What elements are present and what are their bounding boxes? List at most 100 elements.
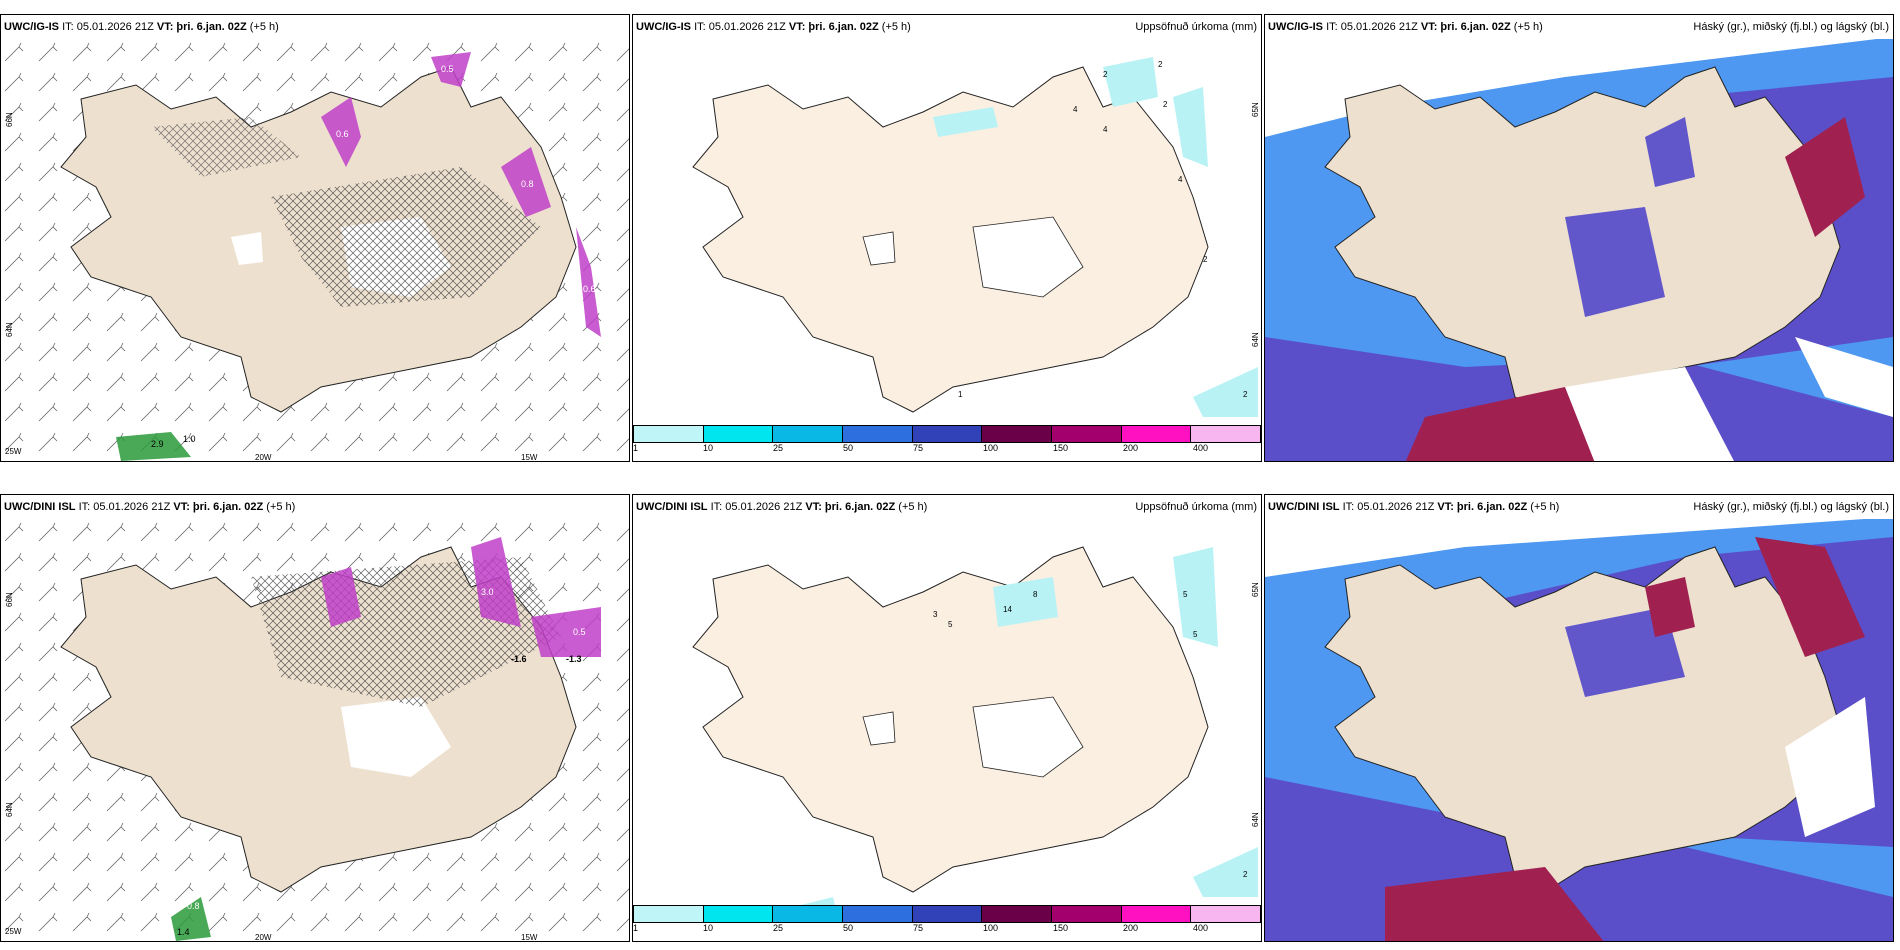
lat-label: 65N	[1251, 582, 1260, 597]
field-title: Uppsöfnuð úrkoma (mm)	[1135, 501, 1257, 513]
colorbar-label: 1	[633, 443, 639, 453]
lead-time: (+5 h)	[1530, 501, 1560, 513]
precip-colorbar: 1 10 25 50 75 100 150 200 400	[633, 905, 1261, 933]
precip-map: 2 2 2 4 4 4 2 2 1 65N 64N	[633, 37, 1261, 461]
valid-time-label: VT:	[173, 501, 190, 513]
valid-time-label: VT:	[805, 501, 822, 513]
colorbar-segment	[1052, 906, 1122, 922]
lon-label: 25W	[5, 927, 22, 936]
valid-time-label: VT:	[1437, 501, 1454, 513]
colorbar-label: 50	[843, 443, 854, 453]
lon-label: 20W	[255, 453, 272, 462]
colorbar-label: 10	[703, 443, 714, 453]
map-value: 2	[1103, 70, 1108, 79]
precip-colorbar: 1 10 25 50 75 100 150 200 400	[633, 425, 1261, 453]
colorbar-label: 200	[1123, 443, 1139, 453]
panel-header: UWC/DINI ISL IT: 05.01.2026 21Z VT: þri.…	[633, 495, 1261, 519]
map-value: 2.9	[151, 439, 164, 449]
iceland-land	[692, 546, 1209, 893]
valid-time: þri. 6.jan. 02Z	[808, 21, 879, 33]
colorbar-segment	[634, 426, 704, 442]
colorbar-segment	[773, 906, 844, 922]
map-value: 0.8	[521, 179, 534, 189]
init-time: IT: 05.01.2026 21Z	[78, 501, 171, 513]
map-value: 2	[1163, 100, 1168, 109]
colorbar-segment	[773, 426, 844, 442]
map-value: 4	[1073, 105, 1078, 114]
top-precip-panel: UWC/IG-IS IT: 05.01.2026 21Z VT: þri. 6.…	[632, 14, 1262, 462]
field-title: Háský (gr.), miðský (fj.bl.) og lágský (…	[1693, 21, 1889, 33]
map-value: 3	[933, 610, 938, 619]
map-value: 0.5	[441, 64, 454, 74]
field-title: Háský (gr.), miðský (fj.bl.) og lágský (…	[1693, 501, 1889, 513]
lead-time: (+5 h)	[266, 501, 296, 513]
valid-time: þri. 6.jan. 02Z	[824, 501, 896, 513]
map-value: 8	[1033, 590, 1038, 599]
map-value: 4	[1103, 125, 1108, 134]
lat-label: 64N	[5, 322, 14, 337]
colorbar-segment	[1121, 906, 1192, 922]
lat-label: 64N	[1251, 812, 1260, 827]
map-value: 4	[1178, 175, 1183, 184]
colorbar-label: 400	[1193, 923, 1209, 933]
field-title: Uppsöfnuð úrkoma (mm)	[1135, 21, 1257, 33]
init-time: IT: 05.01.2026 21Z	[694, 21, 786, 33]
map-value: 2	[1243, 390, 1248, 399]
valid-time: þri. 6.jan. 02Z	[176, 21, 247, 33]
wind-map: 0.6 0.8 0.6 0.5 2.9 1.0 66N 64N 25W 20W …	[1, 37, 629, 462]
top-wind-panel: UWC/IG-IS IT: 05.01.2026 21Z VT: þri. 6.…	[0, 14, 630, 462]
map-value: 0.8	[187, 901, 200, 911]
colorbar-segment	[1191, 426, 1261, 442]
lead-time: (+5 h)	[898, 501, 928, 513]
colorbar-label: 200	[1123, 923, 1139, 933]
valid-time-label: VT:	[1420, 21, 1438, 33]
lat-label: 66N	[5, 592, 14, 607]
colorbar-label: 25	[773, 923, 784, 933]
colorbar-label: 100	[983, 923, 999, 933]
model-name: UWC/DINI ISL	[1268, 501, 1340, 513]
colorbar-segment	[1121, 426, 1192, 442]
panel-header: UWC/IG-IS IT: 05.01.2026 21Z VT: þri. 6.…	[1265, 15, 1893, 39]
map-value: 0.6	[336, 129, 349, 139]
precip-map: 8 14 3 5 5 5 2 5 65N 64N	[633, 517, 1261, 941]
valid-time: þri. 6.jan. 02Z	[1456, 501, 1528, 513]
colorbar-segment	[1191, 906, 1261, 922]
map-value: 14	[1003, 605, 1012, 614]
lat-label: 65N	[1251, 102, 1260, 117]
wind-map: -1.6 -1.3 1.4 0.8 3.0 0.5 66N 64N 25W 20…	[1, 517, 629, 942]
colorbar-segment	[912, 906, 983, 922]
map-value: 5	[948, 620, 953, 629]
colorbar-label: 400	[1193, 443, 1209, 453]
map-value: 1.0	[183, 434, 196, 444]
panel-header: UWC/IG-IS IT: 05.01.2026 21Z VT: þri. 6.…	[1, 15, 629, 39]
model-name: UWC/IG-IS	[4, 21, 59, 33]
lat-label: 66N	[5, 112, 14, 127]
init-time: IT: 05.01.2026 21Z	[710, 501, 803, 513]
colorbar-segment	[703, 426, 774, 442]
map-value: 3.0	[481, 587, 494, 597]
colorbar-label: 75	[913, 443, 924, 453]
lat-label: 64N	[5, 802, 14, 817]
model-name: UWC/DINI ISL	[636, 501, 708, 513]
init-time: IT: 05.01.2026 21Z	[1342, 501, 1435, 513]
colorbar-label: 150	[1053, 443, 1069, 453]
valid-time: þri. 6.jan. 02Z	[1440, 21, 1511, 33]
colorbar-label: 25	[773, 443, 784, 453]
lon-label: 20W	[255, 933, 272, 942]
valid-time: þri. 6.jan. 02Z	[192, 501, 264, 513]
colorbar-label: 50	[843, 923, 854, 933]
map-value: 5	[1193, 630, 1198, 639]
model-name: UWC/IG-IS	[1268, 21, 1323, 33]
map-value: 2	[1243, 870, 1248, 879]
model-name: UWC/DINI ISL	[4, 501, 76, 513]
colorbar-segment	[982, 426, 1053, 442]
map-value: 2	[1158, 60, 1163, 69]
colorbar-segment	[843, 906, 913, 922]
lon-label: 25W	[5, 447, 22, 456]
colorbar-label: 75	[913, 923, 924, 933]
init-time: IT: 05.01.2026 21Z	[62, 21, 154, 33]
colorbar-segment	[634, 906, 704, 922]
colorbar-segment	[1052, 426, 1122, 442]
map-value: -1.6	[511, 654, 527, 664]
colorbar-label: 10	[703, 923, 714, 933]
